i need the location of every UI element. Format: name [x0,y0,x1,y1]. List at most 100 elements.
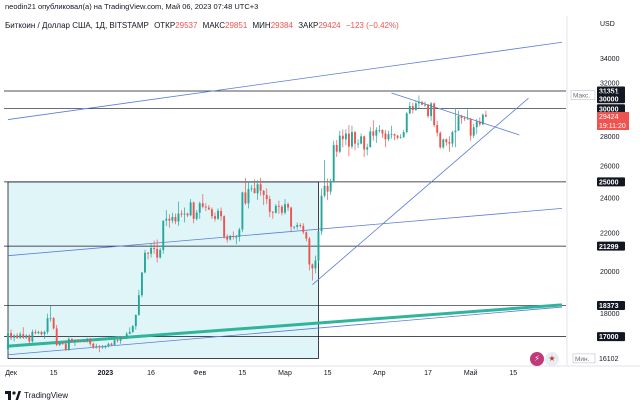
candle-body [201,203,204,207]
close-label: ЗАКР [298,21,319,30]
brand-name: TradingView [24,391,69,400]
candle-body [381,129,384,134]
candle [19,331,22,339]
thick-trend-line [7,303,563,348]
candle [238,227,241,242]
candle-body [131,326,134,332]
candle-body [293,226,296,228]
candle [414,100,417,111]
lightning-icon[interactable]: ⚡ [530,352,544,366]
candle [472,123,475,138]
candle [177,201,180,226]
candle-body [451,132,454,144]
candle-body [140,272,143,296]
candle [110,342,113,347]
candle-body [168,218,171,221]
candle [241,191,244,233]
candle [430,102,433,121]
candle-body [77,340,79,342]
candle-body [128,331,131,334]
candle [235,234,238,245]
candle [332,140,335,183]
open-label: ОТКР [154,21,176,30]
candle-body [478,121,481,125]
candle-body [366,147,369,150]
candle [128,327,131,335]
candle-body [19,334,22,338]
x-tick-label: 16 [147,370,155,377]
candle-body [326,185,329,192]
candle-body [34,331,37,334]
candle [113,337,116,345]
candle [351,125,353,149]
candle [399,134,402,139]
candle-body [144,252,146,273]
candle [162,220,165,254]
candle [95,343,98,349]
candle-body [296,225,299,227]
candle-body [204,206,207,208]
candle-body [186,213,189,216]
candle-body [402,132,405,138]
candle-body [89,338,92,344]
candle-body [107,343,110,347]
price-tag-label: 19:11:20 [599,123,626,130]
candle [439,131,442,149]
candle-body [259,184,262,191]
candle-body [284,204,286,213]
candle-body [46,318,49,332]
candle [61,341,64,345]
candle [116,338,119,343]
candle-body [25,335,28,338]
candle [232,231,235,240]
candle [277,200,280,214]
candle-body [481,114,484,125]
candle [317,231,320,264]
candle [13,334,16,342]
candle-body [110,343,113,345]
candle-body [399,137,402,138]
candle-body [49,318,52,319]
candle [326,178,329,200]
trend-line [7,306,563,356]
max-marker-box [570,90,596,100]
candle [408,102,411,115]
candle [411,102,414,114]
candle-body [134,314,137,327]
candle-body [101,347,104,349]
candle-body [317,231,320,261]
currency-label: USD [600,21,615,28]
candle-body [192,202,195,219]
candle-body [98,346,101,348]
candle [271,210,274,219]
candle [293,225,296,230]
candle [484,110,487,118]
candle [159,248,162,259]
candle-body [442,139,445,148]
candle [89,337,92,347]
candle-body [281,206,283,213]
min-marker-box [572,353,596,364]
candle [67,336,70,352]
candle-body [13,335,16,338]
candle [153,240,156,254]
flag-icon[interactable]: ★ [545,352,559,366]
candle-body [262,190,265,195]
candle-body [271,211,274,213]
price-tag-label: 29424 [599,114,619,121]
candle [74,338,76,347]
candle [207,204,210,211]
symbol-name[interactable]: Биткоин / Доллар США, 1Д, BITSTAMP [5,21,149,30]
candle-body [159,249,162,258]
y-tick-label: 28000 [600,134,620,141]
candle-body [427,104,430,117]
candle-body [344,133,347,140]
footer-brand[interactable]: TradingView [5,391,68,400]
candle-body [162,220,165,250]
candle [40,330,43,336]
tradingview-logo-icon [5,391,21,400]
price-tag-bg [597,241,625,251]
price-tag-label: 16102 [599,356,619,363]
candle [180,210,183,218]
